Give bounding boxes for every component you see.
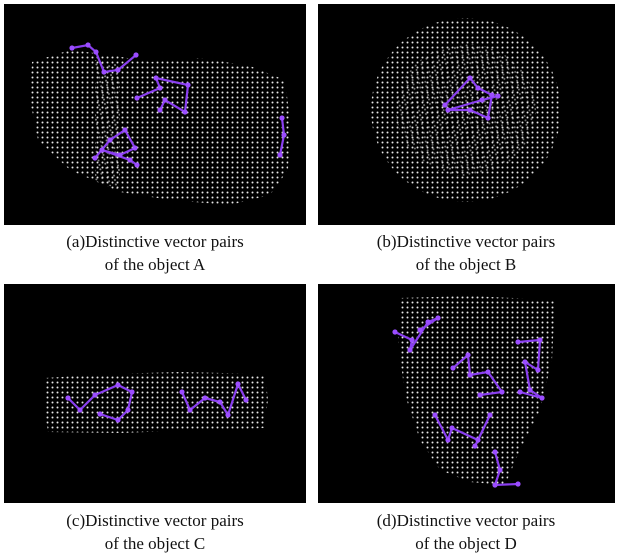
figure: (a)Distinctive vector pairs of the objec…	[0, 0, 619, 558]
caption: of the object B	[416, 255, 517, 274]
caption: (c)Distinctive vector pairs	[66, 511, 244, 530]
caption: of the object D	[415, 534, 517, 553]
panel-d	[318, 284, 615, 503]
point-cloud	[44, 372, 268, 433]
caption: of the object C	[105, 534, 206, 553]
panel-b	[318, 4, 615, 225]
caption: (a)Distinctive vector pairs	[66, 232, 244, 251]
caption: of the object A	[105, 255, 206, 274]
caption: (d)Distinctive vector pairs	[377, 511, 555, 530]
panel-c	[4, 284, 306, 503]
caption: (b)Distinctive vector pairs	[377, 232, 555, 251]
point-cloud	[95, 60, 120, 190]
panel-a	[4, 4, 306, 225]
